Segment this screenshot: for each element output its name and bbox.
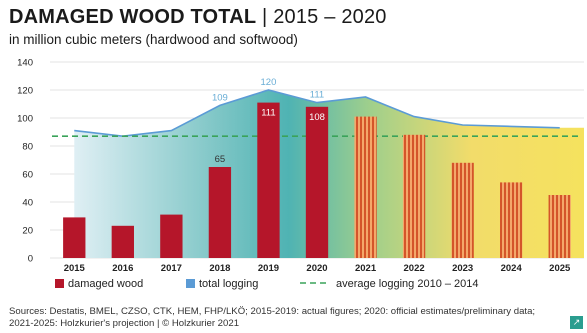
- damaged-wood-bar: [111, 225, 134, 258]
- chart-title-bold: DAMAGED WOOD TOTAL: [9, 6, 257, 28]
- damaged-wood-bar: [63, 217, 86, 258]
- y-tick-label: 80: [22, 142, 33, 153]
- chart-title: DAMAGED WOOD TOTAL | 2015 – 2020: [9, 6, 387, 29]
- damaged-wood-bar: [305, 106, 329, 258]
- y-tick-label: 140: [17, 58, 33, 69]
- total-logging-data-label: 109: [212, 92, 228, 103]
- source-line-1: Sources: Destatis, BMEL, CZSO, CTK, HEM,…: [9, 306, 536, 317]
- y-tick-label: 20: [22, 226, 33, 237]
- y-tick-label: 40: [22, 198, 33, 209]
- legend-label-average-logging: average logging 2010 – 2014: [336, 278, 479, 290]
- damaged-wood-data-label: 108: [309, 112, 325, 123]
- x-tick-label: 2015: [64, 263, 86, 274]
- x-tick-label: 2022: [404, 263, 425, 274]
- damaged-wood-bar: [257, 102, 280, 258]
- x-tick-label: 2023: [452, 263, 473, 274]
- chart-title-years: | 2015 – 2020: [256, 6, 387, 28]
- source-line-2: 2021-2025: Holzkurier's projection | © H…: [9, 318, 240, 329]
- arrow-icon[interactable]: ↗: [570, 316, 583, 329]
- total-logging-data-label: 120: [261, 77, 277, 88]
- damaged-wood-bar-projected: [500, 182, 523, 258]
- chart-subtitle: in million cubic meters (hardwood and so…: [9, 32, 298, 47]
- legend-label-damaged-wood: damaged wood: [68, 278, 143, 290]
- legend-swatch-damaged-wood: [55, 279, 64, 288]
- x-tick-label: 2020: [306, 263, 327, 274]
- y-tick-label: 100: [17, 114, 33, 125]
- total-logging-data-label: 111: [310, 90, 324, 101]
- damaged-wood-bar-projected: [402, 134, 426, 258]
- source-note: Sources: Destatis, BMEL, CZSO, CTK, HEM,…: [9, 306, 535, 330]
- legend-swatch-total-logging: [186, 279, 195, 288]
- y-tick-label: 120: [17, 86, 33, 97]
- total-logging-line: [74, 89, 560, 138]
- x-tick-label: 2017: [161, 263, 182, 274]
- damaged-wood-bar-projected: [354, 116, 377, 258]
- damaged-wood-chart: 65 111 108 109 120 111 0 20 40 60 80 100 120 140 2015 2…: [17, 58, 584, 290]
- legend-label-total-logging: total logging: [199, 278, 258, 290]
- x-tick-label: 2019: [258, 263, 279, 274]
- damaged-wood-data-label: 65: [215, 154, 226, 165]
- damaged-wood-bar: [208, 167, 232, 258]
- x-tick-label: 2021: [355, 263, 377, 274]
- damaged-wood-bar: [160, 214, 183, 258]
- x-tick-label: 2024: [501, 263, 523, 274]
- damaged-wood-bar-projected: [548, 195, 571, 258]
- damaged-wood-bar-projected: [451, 162, 474, 258]
- x-tick-label: 2016: [112, 263, 133, 274]
- y-tick-label: 0: [28, 254, 33, 265]
- x-tick-label: 2018: [209, 263, 230, 274]
- y-tick-label: 60: [22, 170, 33, 181]
- x-tick-label: 2025: [549, 263, 571, 274]
- damaged-wood-data-label: 111: [261, 108, 275, 119]
